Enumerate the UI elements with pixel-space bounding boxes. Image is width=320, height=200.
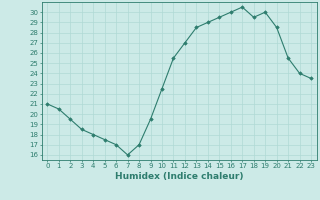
X-axis label: Humidex (Indice chaleur): Humidex (Indice chaleur) [115, 172, 244, 181]
